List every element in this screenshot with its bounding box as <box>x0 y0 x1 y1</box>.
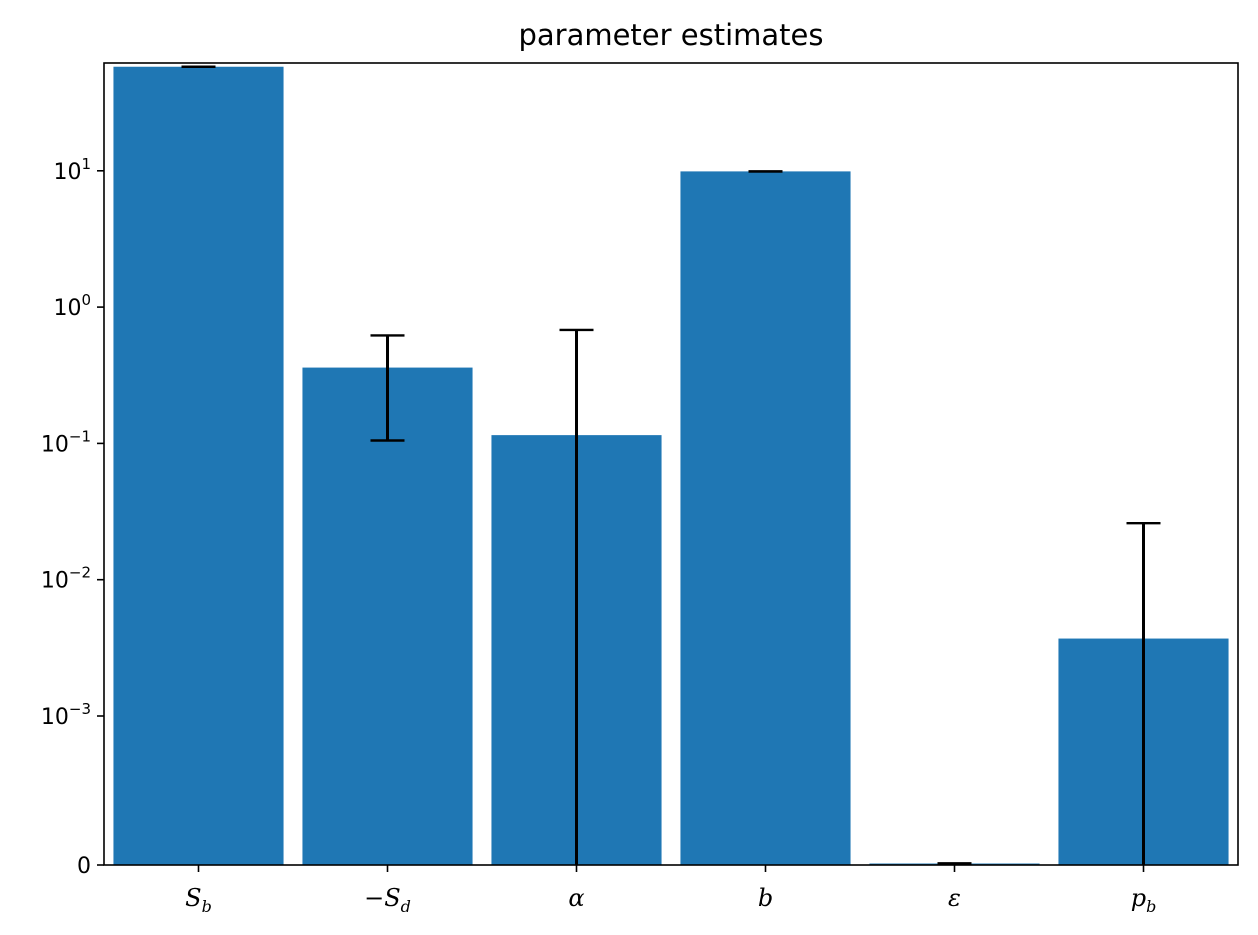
error-bar <box>370 334 405 442</box>
y-axis: 0 10−3 10−2 10−1 100 101 <box>41 155 104 879</box>
x-tick-label: α <box>568 884 584 912</box>
y-tick-label: 100 <box>53 291 91 321</box>
error-bar <box>559 328 594 865</box>
x-tick-label: −Sd <box>364 884 411 916</box>
x-tick-label: b <box>758 884 773 912</box>
error-bar <box>1126 521 1161 865</box>
x-tick-label: ε <box>948 884 961 912</box>
bar <box>113 66 284 866</box>
y-tick-label: 10−2 <box>41 564 91 594</box>
y-tick-label: 0 <box>77 854 91 879</box>
x-axis: Sb −Sd α b ε pb <box>185 865 1156 916</box>
chart-title: parameter estimates <box>518 18 823 52</box>
y-tick-label: 101 <box>53 155 91 185</box>
x-tick-label: pb <box>1131 884 1157 916</box>
error-bars-layer <box>181 65 1161 865</box>
y-tick-label: 10−1 <box>41 427 91 457</box>
plot-frame <box>103 62 1239 866</box>
x-tick-label: Sb <box>185 884 212 916</box>
y-tick-label: 10−3 <box>41 700 91 730</box>
bars-layer <box>113 66 1229 866</box>
bar <box>680 171 851 866</box>
bar <box>302 367 473 865</box>
